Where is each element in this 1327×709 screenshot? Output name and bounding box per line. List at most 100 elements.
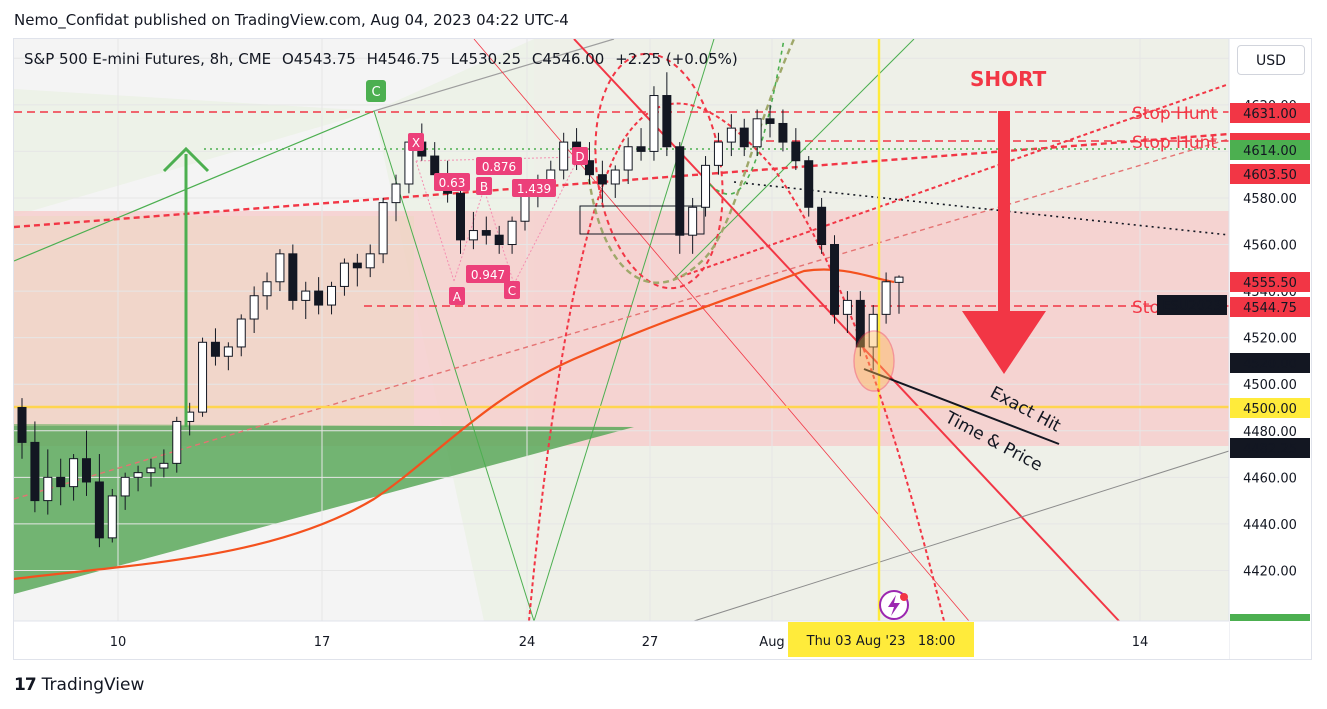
symbol-tag: ESU2023: [1162, 299, 1221, 314]
y-tick-7: 4500.00: [1243, 378, 1297, 393]
change-value: +2.25 (+0.05%): [615, 50, 738, 68]
candle-64: [842, 291, 852, 333]
candle-18: [249, 286, 259, 333]
candle-38: [507, 216, 517, 254]
time-axis[interactable]: [14, 621, 1229, 659]
short-label: SHORT: [970, 67, 1047, 91]
badge-4631: 4631.00: [1243, 107, 1297, 122]
candle-55: [726, 114, 736, 157]
candle-2: [43, 449, 53, 515]
badge-4520: 4520.00: [1243, 357, 1297, 372]
candle-24: [327, 281, 337, 315]
stop-partial-label: Sto: [1132, 298, 1160, 318]
candle-11: [159, 449, 169, 478]
candle-10: [146, 458, 156, 487]
candle-23: [314, 277, 324, 315]
x-tick-2: 24: [519, 635, 536, 650]
candle-68: [894, 275, 904, 314]
crosshair-date: Thu 03 Aug '23 18:00: [806, 634, 956, 649]
y-tick-11: 4420.00: [1243, 564, 1297, 579]
candle-37: [494, 225, 504, 254]
badge-4555: 4555.50: [1243, 276, 1297, 291]
candle-3: [56, 458, 66, 506]
green-triangle: [14, 424, 634, 594]
price-badges: 4631.00 4614.00 4603.50 4555.50 4544.75 …: [1157, 103, 1310, 621]
pattern-badges: X A B C D 0.876 0.63 1.439 0.947 C: [366, 80, 588, 305]
pattern-c: C: [508, 284, 516, 298]
candle-5: [81, 430, 91, 496]
stop-hunt-label-1: Stop Hunt: [1132, 104, 1217, 124]
candle-12: [172, 416, 182, 473]
candle-48: [636, 128, 646, 161]
x-tick-0: 10: [110, 635, 127, 650]
candle-34: [456, 179, 465, 254]
y-tick-6: 4520.00: [1243, 332, 1297, 347]
candle-21: [288, 244, 298, 310]
currency-button[interactable]: USD: [1237, 45, 1305, 75]
x-tick-labels: 10 17 24 27 Aug 14: [110, 635, 1149, 650]
low-value: 4530.25: [459, 50, 522, 68]
candle-47: [623, 137, 633, 184]
pattern-a: A: [453, 290, 462, 304]
candle-51: [675, 142, 685, 254]
ratio-1439: 1.439: [517, 182, 551, 196]
candle-60: [791, 128, 801, 171]
candle-49: [649, 86, 659, 161]
candle-19: [262, 272, 272, 310]
candle-57: [752, 109, 762, 157]
badge-4614: 4614.00: [1243, 144, 1297, 159]
candle-62: [817, 197, 827, 254]
open-label: O: [281, 50, 294, 68]
y-tick-10: 4440.00: [1243, 518, 1297, 533]
red-down-arrow: [962, 111, 1046, 374]
low-label: L: [450, 50, 460, 68]
chart-canvas[interactable]: SHORT Stop Hunt Stop Hunt Sto Exact Hit …: [14, 39, 1311, 659]
candle-20: [275, 249, 285, 292]
ohlc-legend: S&P 500 E-mini Futures, 8h, CME O4543.75…: [24, 50, 738, 68]
candle-54: [713, 132, 723, 175]
candle-1: [30, 421, 40, 513]
candle-6: [94, 454, 104, 548]
candle-50: [662, 72, 672, 157]
badge-4482: 4482.25: [1243, 442, 1297, 457]
badge-4500: 4500.00: [1243, 402, 1297, 417]
pattern-c-top: C: [371, 85, 380, 100]
tradingview-logo-icon: 17: [14, 675, 37, 695]
candle-25: [339, 258, 349, 296]
hit-circle: [853, 330, 895, 392]
candle-53: [701, 156, 711, 217]
candle-56: [739, 118, 749, 157]
y-tick-4: 4560.00: [1243, 239, 1297, 254]
candle-36: [481, 216, 491, 245]
brand-footer[interactable]: 17 TradingView: [14, 675, 144, 695]
candle-67: [881, 272, 891, 324]
pattern-b: B: [480, 180, 488, 194]
candle-26: [352, 253, 362, 287]
candle-58: [765, 104, 775, 138]
candle-46: [610, 165, 620, 198]
ratio-063: 0.63: [439, 176, 466, 190]
brand-name: TradingView: [41, 675, 145, 695]
pattern-d: D: [575, 150, 584, 164]
stop-hunt-label-2: Stop Hunt: [1132, 133, 1217, 153]
y-tick-8: 4480.00: [1243, 425, 1297, 440]
y-tick-3: 4580.00: [1243, 192, 1297, 207]
candle-65: [855, 291, 865, 357]
candle-66: [868, 305, 878, 371]
fib-fan-zone: [14, 39, 534, 621]
candle-61: [804, 156, 814, 217]
candle-22: [301, 281, 311, 320]
candle-28: [378, 197, 388, 264]
x-tick-1: 17: [314, 635, 331, 650]
ratio-0947: 0.947: [471, 268, 505, 282]
candle-15: [210, 328, 220, 366]
badge-4544: 4544.75: [1243, 301, 1297, 316]
pattern-x: X: [412, 136, 420, 150]
candle-45: [597, 160, 607, 203]
alert-icon[interactable]: [879, 590, 909, 620]
candle-16: [223, 342, 233, 371]
candle-44: [584, 142, 594, 184]
close-value: 4546.00: [542, 50, 605, 68]
candle-59: [778, 109, 788, 152]
candle-4: [69, 454, 79, 501]
